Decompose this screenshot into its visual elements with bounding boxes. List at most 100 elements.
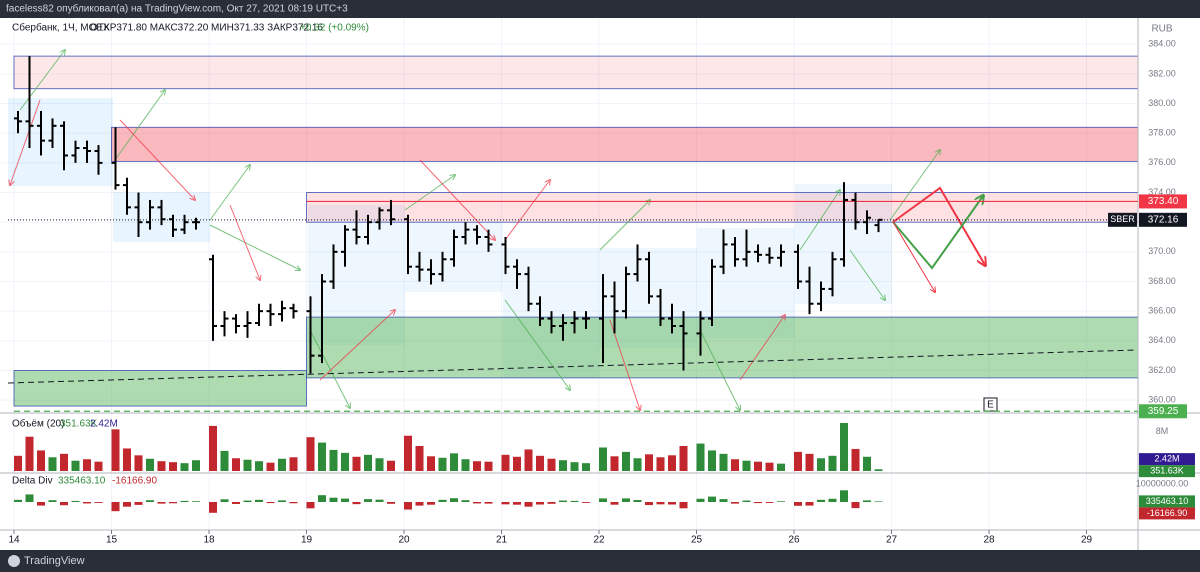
volume-bar bbox=[622, 451, 630, 471]
delta-bar bbox=[341, 498, 349, 502]
delta-bar bbox=[243, 500, 252, 502]
chart-title: Сбербанк, 1Ч, MOEX bbox=[12, 22, 110, 34]
x-tick-label: 27 bbox=[886, 535, 898, 546]
volume-bar bbox=[696, 443, 705, 471]
x-tick-label: 20 bbox=[398, 535, 410, 546]
axis-label: 372.16 bbox=[1148, 214, 1179, 225]
idea-arrows bbox=[10, 50, 940, 410]
volume-bar bbox=[329, 449, 338, 471]
footer-brand: TradingView bbox=[24, 555, 85, 567]
change-legend: +0.32 (+0.09%) bbox=[300, 23, 369, 34]
volume-bar bbox=[192, 460, 200, 471]
y-tick-label: 378.00 bbox=[1148, 128, 1176, 138]
delta-bar bbox=[794, 502, 802, 506]
volume-bar bbox=[719, 453, 728, 471]
pane-title: Объём (20) bbox=[12, 418, 64, 430]
volume-bar bbox=[484, 461, 493, 471]
pane-value: 351.63K bbox=[60, 419, 98, 430]
arrow bbox=[209, 224, 300, 270]
axis-label: 359.25 bbox=[1148, 406, 1179, 417]
y-tick-label: 380.00 bbox=[1148, 98, 1176, 108]
y-tick-label: 8M bbox=[1156, 426, 1169, 436]
bottom-bar bbox=[0, 550, 1200, 572]
volume-bar bbox=[123, 448, 131, 471]
y-tick-label: 374.00 bbox=[1148, 187, 1176, 197]
axis-label-box bbox=[1139, 404, 1187, 419]
arrow bbox=[609, 319, 640, 410]
volume-bar bbox=[364, 454, 372, 471]
delta-bar bbox=[851, 502, 860, 509]
delta-bar bbox=[679, 502, 688, 509]
arrow bbox=[229, 204, 260, 280]
delta-bar bbox=[501, 502, 510, 505]
delta-bar bbox=[111, 502, 120, 512]
delta-bar bbox=[777, 501, 785, 502]
volume-bar bbox=[37, 450, 45, 471]
volume-bar bbox=[513, 456, 521, 471]
delta-bar bbox=[656, 502, 665, 505]
y-tick-label: 366.00 bbox=[1148, 306, 1176, 316]
delta-bar bbox=[364, 499, 372, 502]
delta-bar bbox=[719, 499, 728, 502]
delta-bar bbox=[863, 500, 871, 502]
delta-bar bbox=[610, 502, 619, 505]
delta-bar bbox=[209, 502, 217, 513]
volume-bar bbox=[111, 429, 120, 471]
volume-bar bbox=[14, 455, 22, 471]
delta-bar bbox=[765, 502, 774, 503]
arrow bbox=[209, 165, 250, 221]
volume-bar bbox=[243, 459, 252, 471]
delta-bar bbox=[473, 502, 481, 504]
y-tick-label: 360.00 bbox=[1148, 395, 1176, 405]
delta-bar bbox=[754, 502, 762, 504]
delta-bar bbox=[375, 499, 384, 502]
volume-bar bbox=[306, 437, 315, 471]
delta-bar bbox=[708, 496, 716, 502]
x-tick-label: 15 bbox=[106, 535, 118, 546]
volume-bar bbox=[71, 460, 80, 471]
delta-bar bbox=[352, 502, 361, 505]
delta-bar bbox=[169, 502, 177, 504]
volume-bar bbox=[461, 459, 470, 471]
arrow bbox=[309, 329, 350, 408]
drawings bbox=[8, 98, 892, 378]
axis-label-box bbox=[1139, 465, 1195, 478]
delta-bar bbox=[266, 502, 275, 504]
volume-bar bbox=[524, 449, 533, 471]
x-tick-label: 22 bbox=[593, 535, 605, 546]
delta-bar bbox=[547, 502, 556, 504]
volume-bar bbox=[404, 435, 412, 471]
volume-bar bbox=[731, 459, 739, 471]
arrow bbox=[119, 119, 195, 200]
x-tick-label: 19 bbox=[301, 535, 313, 546]
arrow bbox=[404, 175, 455, 211]
axis-label: 2.42M bbox=[1154, 454, 1179, 464]
delta-bar bbox=[427, 502, 435, 505]
volume-bar bbox=[375, 458, 384, 471]
delta-bar bbox=[306, 502, 315, 509]
volume-bar bbox=[668, 455, 676, 471]
volume-bar bbox=[318, 442, 326, 471]
delta-bar bbox=[232, 502, 240, 504]
arrow bbox=[319, 310, 395, 381]
delta-bar bbox=[415, 502, 424, 506]
delta-bar bbox=[25, 494, 34, 502]
zone bbox=[306, 316, 1139, 379]
volume-bar bbox=[645, 454, 653, 471]
delta-bar bbox=[37, 502, 45, 506]
logo-icon bbox=[8, 555, 20, 567]
delta-bar bbox=[71, 500, 80, 502]
volume-profile-box bbox=[8, 98, 113, 186]
symbol-label: SBER bbox=[1110, 214, 1135, 224]
symbol-box bbox=[1108, 212, 1137, 227]
arrow bbox=[799, 190, 840, 251]
zone bbox=[13, 370, 307, 407]
delta-bar bbox=[134, 502, 143, 505]
volume-bar bbox=[289, 457, 298, 471]
volume-bar bbox=[754, 461, 762, 471]
delta-bar bbox=[513, 502, 521, 505]
delta-bar bbox=[146, 500, 154, 502]
volume-bar bbox=[817, 458, 825, 471]
delta-bar bbox=[329, 497, 338, 502]
